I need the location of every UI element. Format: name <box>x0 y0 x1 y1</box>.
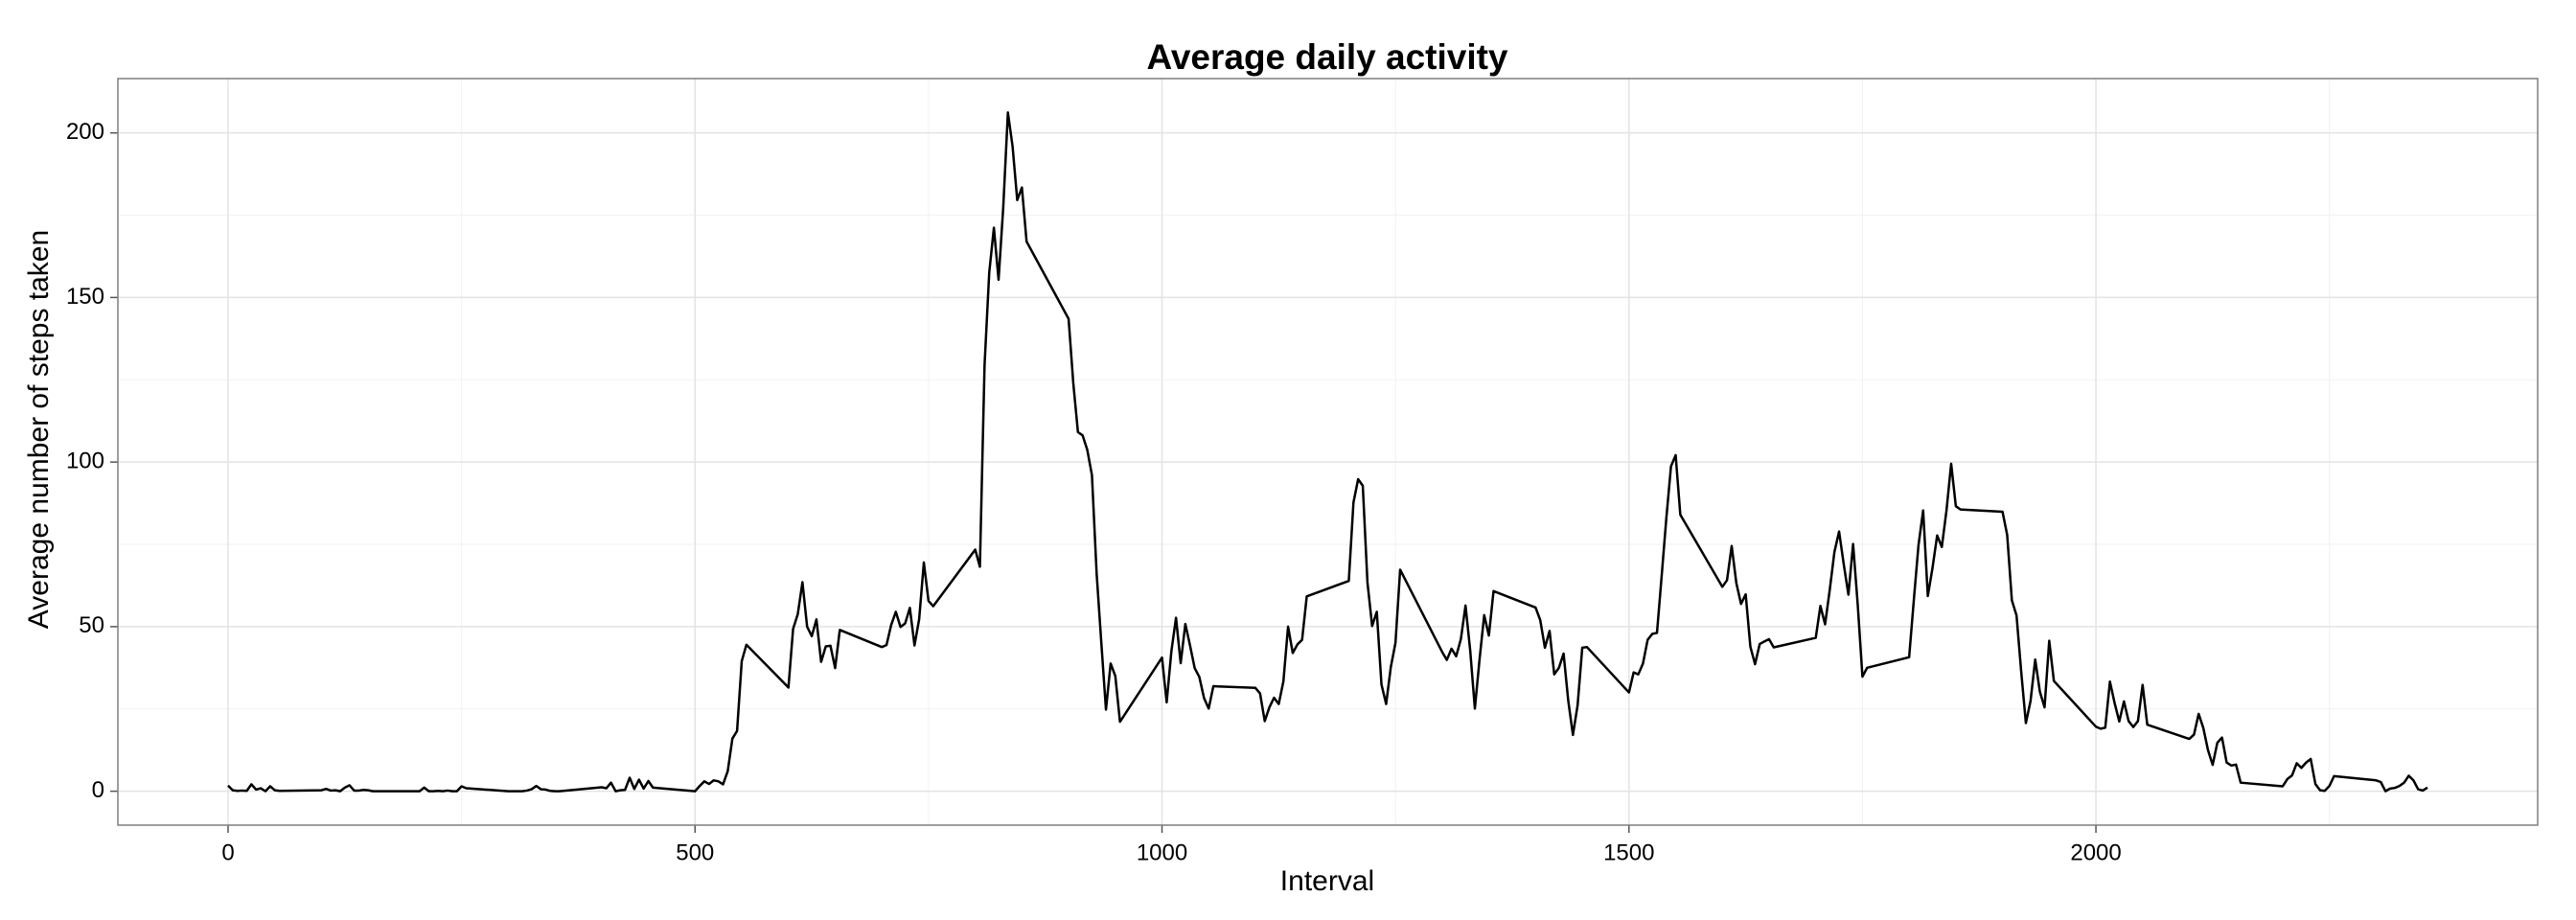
y-tick-label: 200 <box>66 119 104 145</box>
y-tick-label: 150 <box>66 284 104 310</box>
x-tick-label: 2000 <box>2070 840 2121 865</box>
plot-border <box>117 78 2539 826</box>
x-tick-label: 1000 <box>1137 840 1187 865</box>
chart-title: Average daily activity <box>1146 37 1507 77</box>
x-axis-label: Interval <box>1280 865 1374 897</box>
x-tick-label: 1500 <box>1603 840 1654 865</box>
x-tick-label: 0 <box>221 840 234 865</box>
y-axis-label: Average number of steps taken <box>23 230 55 629</box>
y-tick-label: 50 <box>79 612 104 638</box>
y-tick-label: 0 <box>92 777 104 803</box>
data-line <box>227 111 2428 793</box>
x-tick-label: 500 <box>676 840 714 865</box>
y-tick-label: 100 <box>66 448 104 473</box>
